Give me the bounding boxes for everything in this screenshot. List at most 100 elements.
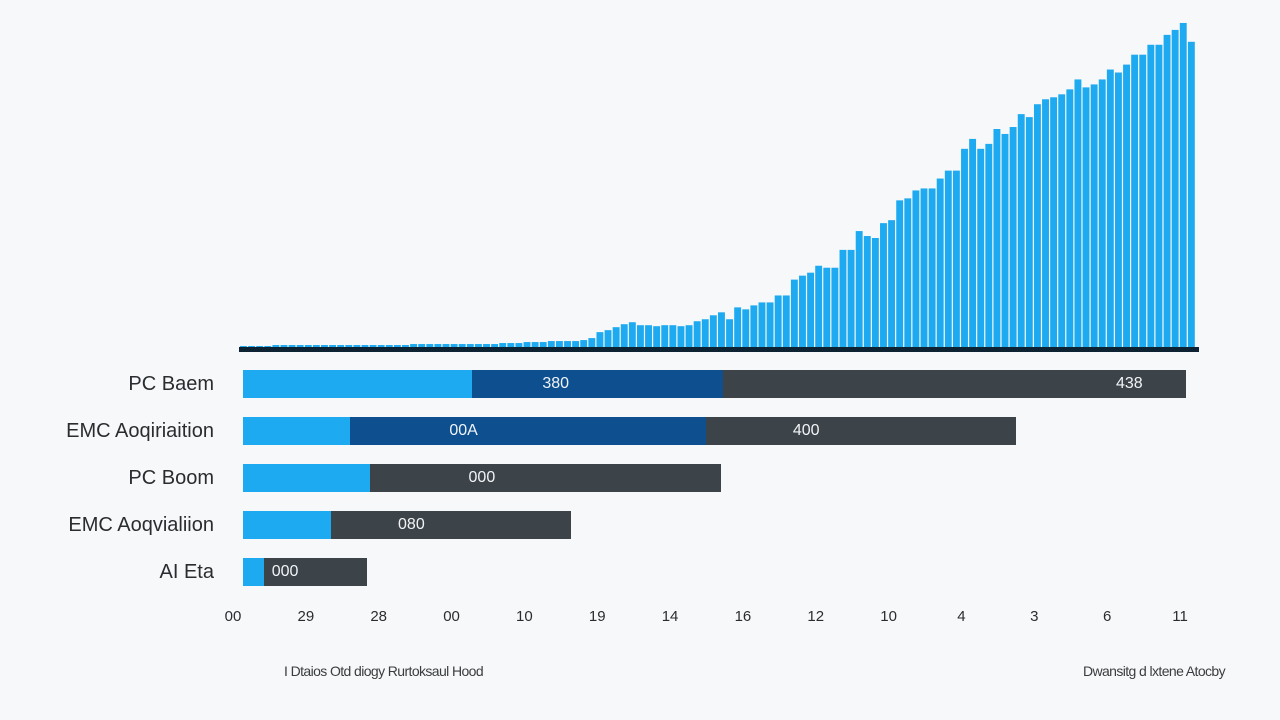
bar [1082,87,1090,347]
bar [1155,44,1163,347]
segment-label: 080 [398,516,425,533]
baseline [239,347,1199,352]
bar [555,341,563,347]
tick-label: 10 [880,608,897,625]
bar [442,344,450,347]
bar [491,344,499,347]
bar [474,344,482,347]
bar [361,345,369,347]
bar [961,148,968,347]
bar [1050,97,1058,347]
bar-segment [706,417,1017,445]
bar [515,343,523,347]
bar [256,346,264,347]
bar [920,188,928,347]
bar [483,344,490,347]
bar [1171,29,1179,348]
bar [466,344,474,347]
bar [353,345,361,347]
bar [1147,44,1155,347]
bar-segment [243,417,350,445]
segment-label: 380 [542,375,570,392]
bar [750,305,758,347]
tick-label: 19 [588,608,606,625]
bar [766,302,774,347]
bar [661,325,669,347]
bar [645,325,652,347]
bar [523,342,531,347]
bar [936,178,944,347]
bar [385,345,393,347]
bar [677,326,685,347]
bar [896,200,904,347]
bar [1033,104,1041,348]
bar [499,343,507,347]
bar [734,307,742,347]
footer-right-note: Dwansitg d lxtene Atocby [1082,663,1226,679]
bar [612,327,620,347]
bar [1179,22,1187,348]
bar [969,138,977,347]
bar [458,344,466,347]
bar [742,309,750,347]
bar-segment [243,511,331,539]
bar [377,345,385,347]
tick-label: 00 [224,608,242,625]
bar-segment [243,464,371,492]
bar [790,279,798,347]
tick-label: 14 [661,608,679,625]
bar [1009,127,1017,347]
row-label: EMC Aoqvialiion [68,514,214,536]
bar [709,315,717,347]
bar [588,338,596,347]
bar [564,341,571,347]
bar [580,340,588,347]
bar [880,223,887,347]
bar-segment [349,417,706,445]
tick-label: 11 [1172,608,1188,625]
bar [1187,41,1195,348]
segment-label: 438 [1116,375,1143,392]
bar [815,265,823,347]
vertical-bar-chart [239,22,1199,352]
bar [774,295,782,347]
tick-label: 00 [443,608,460,625]
tick-label: 16 [734,608,752,625]
bar [620,324,628,347]
row-label: PC Boom [128,467,214,489]
bar-segment [243,558,264,586]
bar [799,275,806,347]
bar [264,346,272,347]
bar [847,249,855,347]
bar [304,345,312,347]
tick-label: 12 [807,608,825,625]
bar [831,267,839,347]
bar [312,345,320,347]
bar [248,346,256,347]
bar [240,346,247,347]
bar [944,170,952,347]
bar [855,231,863,347]
bar-segment [722,370,1186,398]
bar [871,238,879,347]
bar [369,345,377,347]
bar [337,345,345,347]
bar [321,345,328,347]
bar [685,325,693,347]
bar [402,345,409,347]
bar [993,129,1001,347]
bar [280,345,288,347]
bar [863,236,871,347]
bar [718,312,725,347]
tick-label: 4 [957,608,966,625]
bar [1098,79,1106,348]
bar [272,345,280,347]
tick-label: 28 [370,608,388,625]
bar [628,322,636,347]
bar [701,319,709,347]
row-label: EMC Aoqiriaition [66,420,214,442]
bar [977,148,985,347]
bar [410,344,418,347]
bar [928,188,936,347]
bar [288,345,296,347]
